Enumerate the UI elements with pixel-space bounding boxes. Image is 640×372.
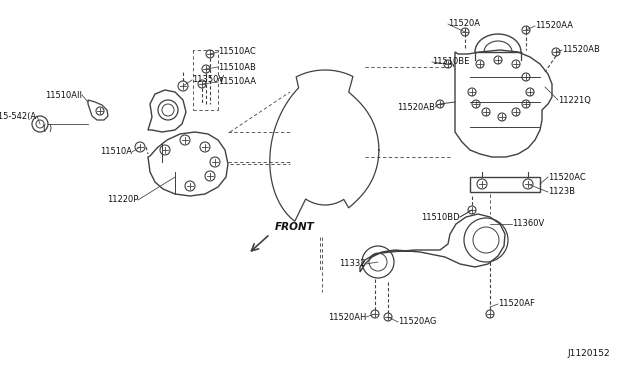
Text: 11520AB: 11520AB (562, 45, 600, 55)
Text: 1123B: 1123B (548, 187, 575, 196)
Text: 11220P: 11220P (107, 196, 138, 205)
Text: 11520AH: 11520AH (328, 312, 366, 321)
Text: 11520A: 11520A (448, 19, 480, 29)
Text: 11510BE: 11510BE (432, 58, 469, 67)
Text: J1120152: J1120152 (568, 350, 610, 359)
Text: 11510A: 11510A (100, 148, 132, 157)
Text: 11510AB: 11510AB (218, 62, 256, 71)
Text: ( ): ( ) (43, 124, 52, 132)
Text: 11520AB: 11520AB (397, 103, 435, 112)
Text: 11332: 11332 (339, 260, 366, 269)
Text: 08915-542(A: 08915-542(A (0, 112, 37, 121)
Text: 11520AC: 11520AC (548, 173, 586, 182)
Text: 11360V: 11360V (512, 219, 544, 228)
Text: 11520AF: 11520AF (498, 299, 535, 308)
Text: 11221Q: 11221Q (558, 96, 591, 105)
Text: FRONT: FRONT (275, 222, 315, 232)
Text: 11510BD: 11510BD (421, 212, 460, 221)
Text: 11510AII: 11510AII (45, 90, 82, 99)
Text: 11510AA: 11510AA (218, 77, 256, 87)
Text: 11520AA: 11520AA (535, 22, 573, 31)
Text: 11520AG: 11520AG (398, 317, 436, 327)
Text: 11350V: 11350V (192, 76, 224, 84)
Text: 11510AC: 11510AC (218, 48, 256, 57)
